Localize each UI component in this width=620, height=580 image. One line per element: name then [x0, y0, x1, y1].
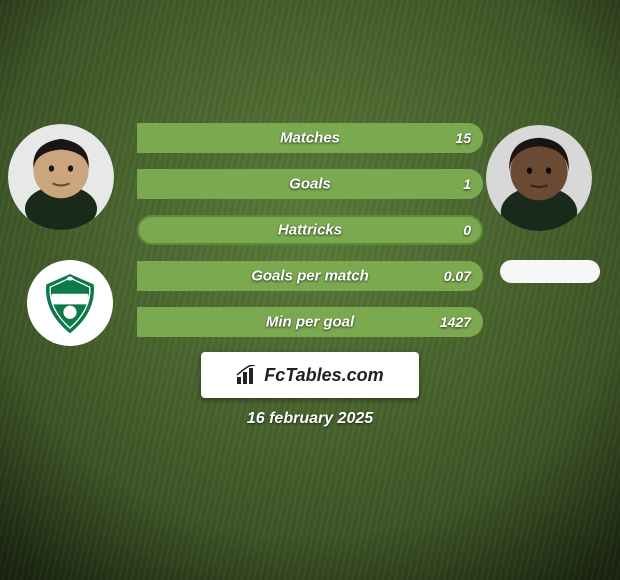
stat-label: Goals	[289, 176, 331, 193]
stats-block: Matches 15 Goals 1 Hattricks 0 Goals per match…	[137, 123, 483, 353]
brand-text: FcTables.com	[264, 365, 383, 386]
stat-value-right: 0	[463, 222, 471, 238]
stat-row: Hattricks 0	[137, 215, 483, 245]
stat-label: Min per goal	[266, 314, 354, 331]
club-badge-left	[27, 260, 113, 346]
stat-label: Hattricks	[278, 222, 342, 239]
stat-value-right: 1	[463, 176, 471, 192]
avatar-player-left	[8, 124, 114, 230]
bars-icon	[236, 365, 258, 385]
stat-label: Matches	[280, 130, 340, 147]
stat-row: Goals per match 0.07	[137, 261, 483, 291]
stat-row: Matches 15	[137, 123, 483, 153]
stat-value-right: 1427	[440, 314, 471, 330]
comparison-card: Hussain Abdul Ghani vs Paulo Silva Club …	[0, 0, 620, 580]
stat-value-right: 0.07	[444, 268, 471, 284]
stat-row: Goals 1	[137, 169, 483, 199]
stat-label: Goals per match	[251, 268, 369, 285]
stat-row: Min per goal 1427	[137, 307, 483, 337]
club-badge-right	[500, 260, 600, 283]
avatar-player-right	[486, 125, 592, 231]
date-text: 16 february 2025	[247, 410, 373, 428]
brand-box: FcTables.com	[201, 352, 419, 398]
stat-value-right: 15	[455, 130, 471, 146]
